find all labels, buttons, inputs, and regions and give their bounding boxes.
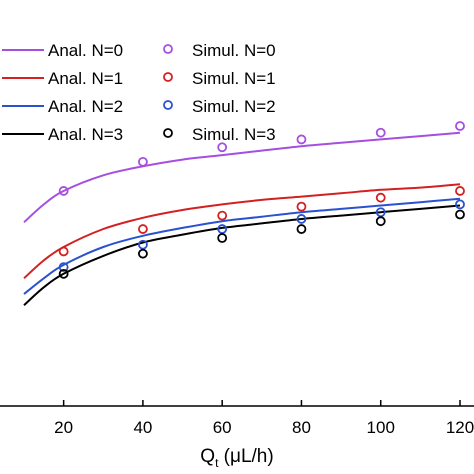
x-tick-label: 40 <box>133 418 152 437</box>
legend-label-simul-n3: Simul. N=3 <box>192 125 276 144</box>
legend-label-simul-n0: Simul. N=0 <box>192 41 276 60</box>
legend-label-anal-n2: Anal. N=2 <box>48 97 123 116</box>
simulation-point-n0 <box>455 121 465 131</box>
legend-label-anal-n1: Anal. N=1 <box>48 69 123 88</box>
x-tick-label: 80 <box>292 418 311 437</box>
simulation-point-n1 <box>217 210 228 221</box>
legend-marker-n0 <box>163 44 173 54</box>
legend-marker-n2 <box>163 100 173 110</box>
analytical-line-n0 <box>23 131 461 224</box>
x-tick-label: 120 <box>446 418 474 437</box>
x-axis-label-sub: t <box>215 456 219 470</box>
legend-label-anal-n3: Anal. N=3 <box>48 125 123 144</box>
simulation-point-n3 <box>296 224 307 234</box>
simulation-point-n3 <box>375 216 386 227</box>
simulation-point-n1 <box>296 201 307 212</box>
legend-marker-n1 <box>163 72 173 82</box>
analytical-line-n3 <box>23 204 461 306</box>
simulation-point-n0 <box>217 142 228 153</box>
simulation-point-n1 <box>58 246 69 257</box>
simulation-point-n2 <box>455 199 465 210</box>
simulation-point-n2 <box>58 262 69 273</box>
x-tick-label: 20 <box>54 418 73 437</box>
simulation-point-n3 <box>455 209 465 220</box>
simulation-markers <box>58 121 465 279</box>
analytical-line-n1 <box>23 183 461 280</box>
axes: 20 40 60 80 100 120 <box>0 400 474 437</box>
simulation-point-n2 <box>138 239 148 250</box>
simulation-point-n2 <box>296 214 307 224</box>
legend-label-anal-n0: Anal. N=0 <box>48 41 123 60</box>
legend-label-simul-n2: Simul. N=2 <box>192 97 276 116</box>
x-ticks: 20 40 60 80 100 120 <box>54 400 474 437</box>
x-tick-label: 100 <box>367 418 395 437</box>
simulation-point-n3 <box>217 233 228 243</box>
x-axis-label-main: Q <box>200 446 215 467</box>
simulation-point-n1 <box>138 224 148 234</box>
simulation-point-n1 <box>375 192 386 203</box>
analytical-curves <box>23 131 461 306</box>
simulation-point-n3 <box>58 268 69 279</box>
legend-marker-n3 <box>163 128 173 138</box>
analytical-line-n2 <box>23 197 461 295</box>
simulation-point-n0 <box>58 186 69 196</box>
simulation-point-n0 <box>138 156 148 167</box>
simulation-point-n1 <box>455 186 465 196</box>
legend: Anal. N=0 Anal. N=1 Anal. N=2 Anal. N=3 Simu… <box>2 41 276 144</box>
simulation-point-n3 <box>138 248 148 259</box>
simulation-point-n2 <box>375 207 386 218</box>
legend-label-simul-n1: Simul. N=1 <box>192 69 276 88</box>
x-axis-label-unit: (μL/h) <box>218 446 273 467</box>
simulation-point-n0 <box>375 127 386 138</box>
x-tick-label: 60 <box>213 418 232 437</box>
x-axis-label: Qt (μL/h) <box>200 446 273 470</box>
simulation-point-n0 <box>296 134 307 145</box>
simulation-point-n2 <box>217 224 228 234</box>
